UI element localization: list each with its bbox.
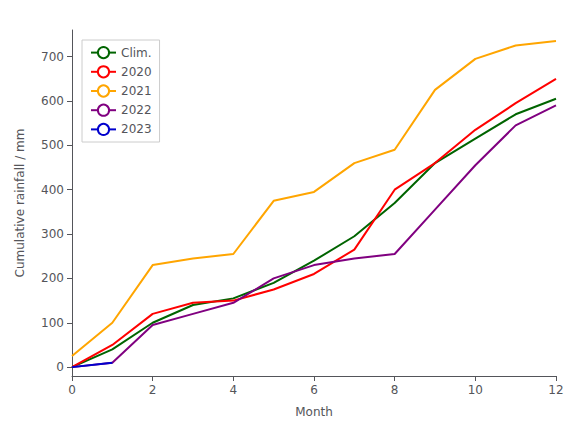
svg-text:2023: 2023: [121, 122, 152, 136]
svg-text:2021: 2021: [121, 84, 152, 98]
svg-text:0: 0: [56, 360, 64, 374]
svg-text:2022: 2022: [121, 103, 152, 117]
svg-text:700: 700: [41, 50, 64, 64]
svg-text:10: 10: [468, 383, 483, 397]
svg-text:2020: 2020: [121, 65, 152, 79]
svg-text:400: 400: [41, 183, 64, 197]
svg-text:300: 300: [41, 227, 64, 241]
svg-text:8: 8: [391, 383, 399, 397]
svg-text:2: 2: [149, 383, 157, 397]
svg-text:600: 600: [41, 94, 64, 108]
svg-text:Clim.: Clim.: [121, 46, 152, 60]
svg-text:6: 6: [310, 383, 318, 397]
svg-text:12: 12: [548, 383, 563, 397]
svg-text:Cumulative rainfall / mm: Cumulative rainfall / mm: [13, 129, 27, 278]
svg-text:0: 0: [68, 383, 76, 397]
svg-text:Month: Month: [295, 405, 333, 419]
svg-text:4: 4: [230, 383, 238, 397]
svg-text:100: 100: [41, 316, 64, 330]
svg-text:200: 200: [41, 271, 64, 285]
svg-text:500: 500: [41, 138, 64, 152]
